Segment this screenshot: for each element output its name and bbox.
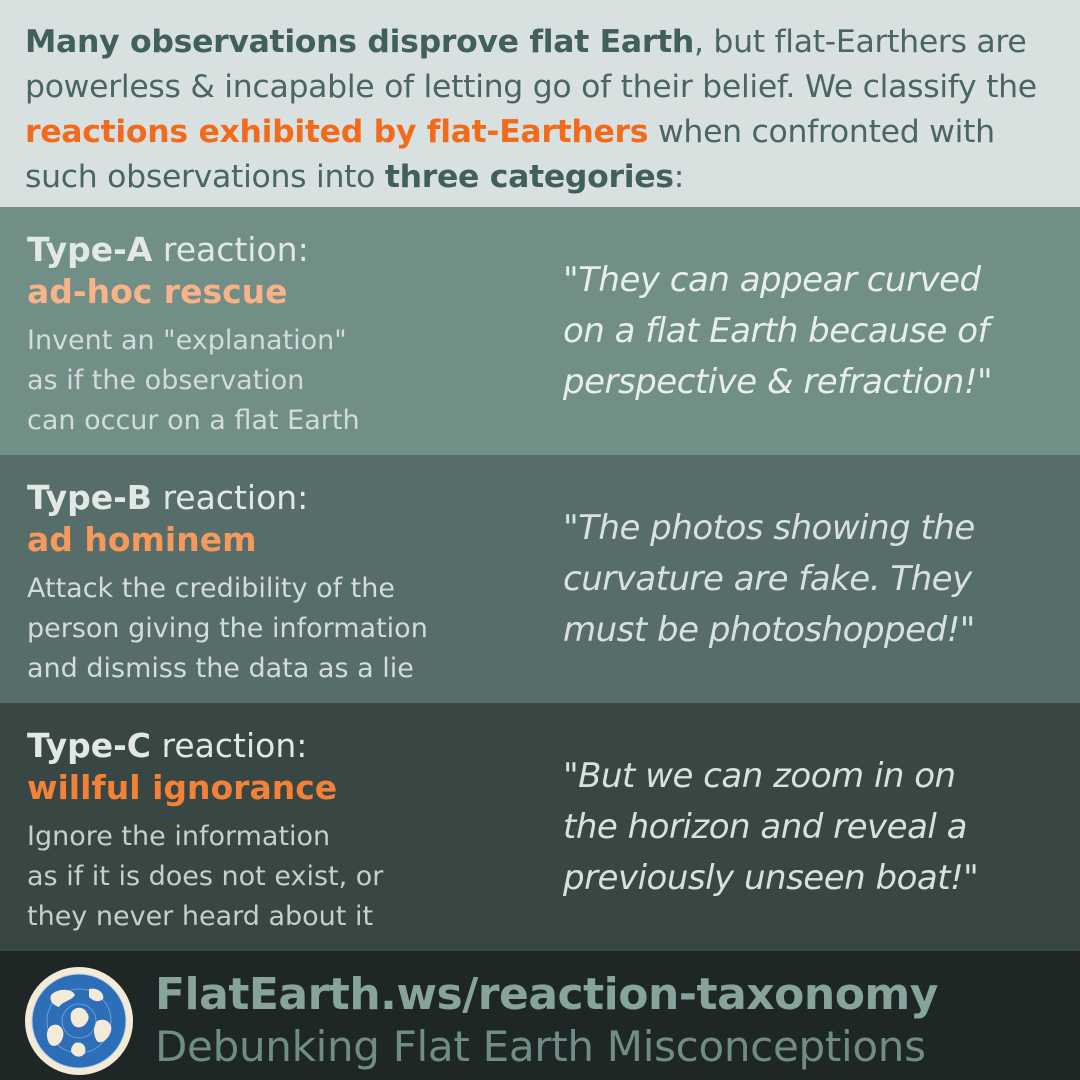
site-url[interactable]: FlatEarth.ws/reaction-taxonomy: [155, 969, 938, 1020]
reaction-type: Type-C: [27, 726, 152, 765]
reaction-card-type-b: Type-B reaction: ad hominem Attack the c…: [0, 455, 1080, 703]
reaction-suffix: reaction:: [152, 230, 309, 269]
reaction-label: willful ignorance: [27, 768, 338, 807]
reaction-type: Type-B: [27, 478, 152, 517]
reaction-quote: "They can appear curved on a flat Earth …: [563, 260, 993, 402]
reaction-description: Ignore the information as if it is does …: [27, 821, 384, 932]
intro-text-3: :: [673, 159, 685, 195]
intro-text-1: , but flat-Earthers are powerless & inca…: [25, 24, 1037, 105]
intro-bold-1: Many observations disprove flat Earth: [25, 24, 694, 60]
reaction-suffix: reaction:: [151, 478, 309, 517]
intro-orange-highlight: reactions exhibited by flat-Earthers: [25, 114, 649, 150]
globe-icon: [25, 967, 133, 1075]
reaction-suffix: reaction:: [151, 726, 308, 765]
reaction-type: Type-A: [27, 230, 153, 269]
reaction-heading: Type-B reaction:: [27, 477, 537, 519]
reaction-description: Attack the credibility of the person giv…: [27, 573, 428, 684]
intro-text-2: when confronted with such observations i…: [25, 114, 995, 195]
reaction-label: ad hominem: [27, 520, 257, 559]
reaction-label: ad-hoc rescue: [27, 272, 288, 311]
reaction-quote: "The photos showing the curvature are fa…: [563, 508, 975, 650]
reaction-card-type-c: Type-C reaction: willful ignorance Ignor…: [0, 703, 1080, 951]
reaction-quote: "But we can zoom in on the horizon and r…: [563, 756, 979, 898]
intro-bold-2: three categories: [384, 159, 674, 195]
reaction-description: Invent an "explanation" as if the observ…: [27, 325, 360, 436]
site-tagline: Debunking Flat Earth Misconceptions: [155, 1022, 926, 1071]
intro-text: Many observations disprove flat Earth, b…: [0, 0, 1080, 207]
reaction-heading: Type-C reaction:: [27, 725, 537, 767]
reaction-card-type-a: Type-A reaction: ad-hoc rescue Invent an…: [0, 207, 1080, 455]
reaction-heading: Type-A reaction:: [27, 229, 537, 271]
footer: FlatEarth.ws/reaction-taxonomy Debunking…: [0, 951, 1080, 1080]
